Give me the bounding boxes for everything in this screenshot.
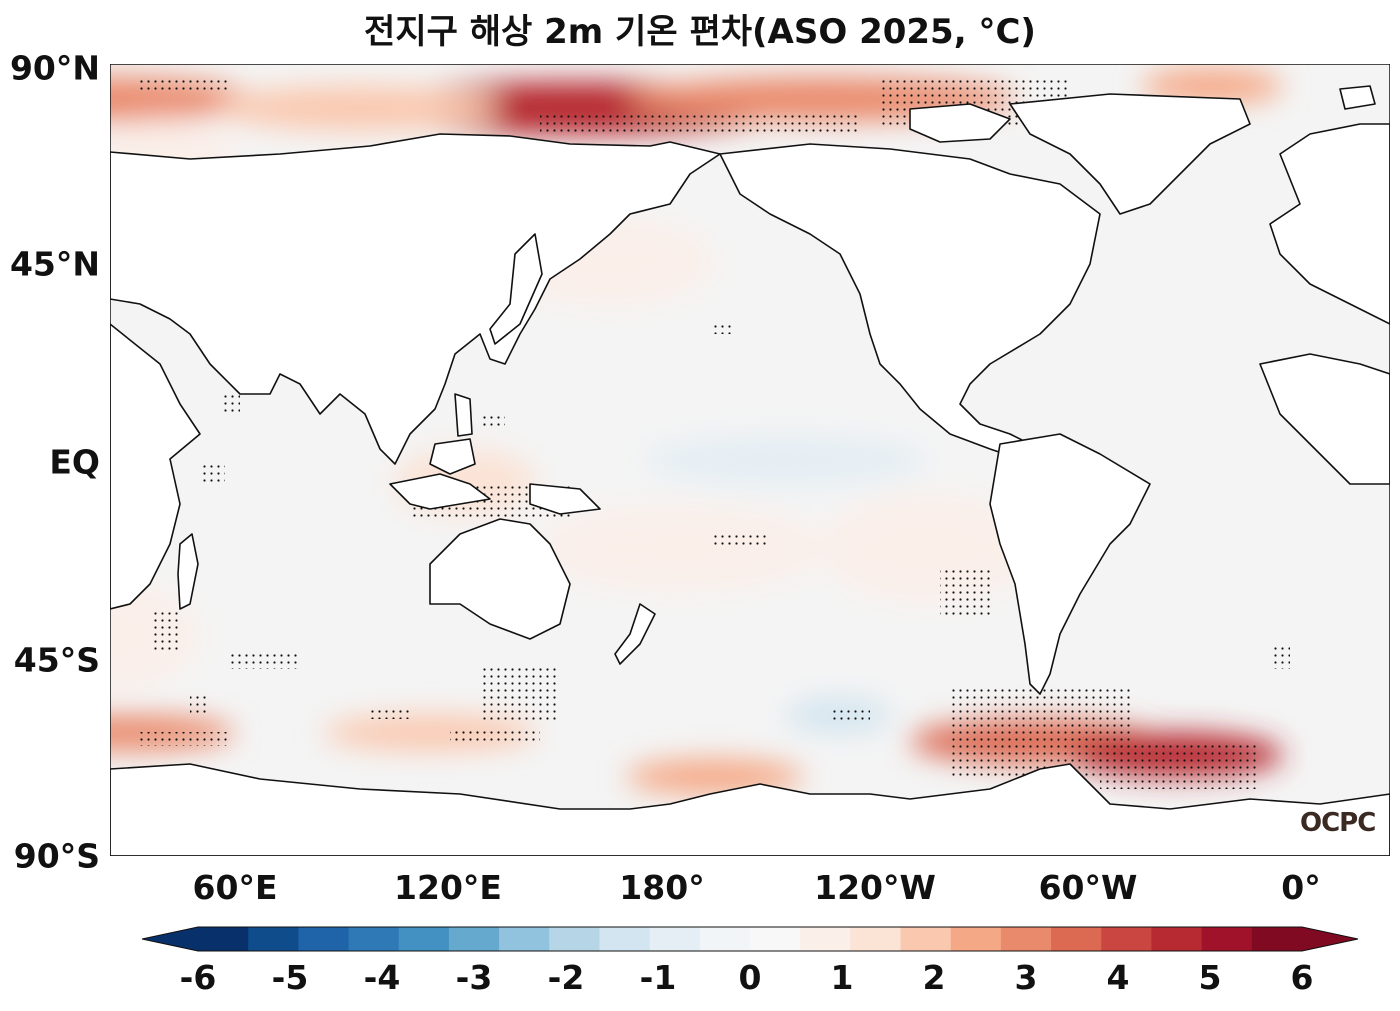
anomaly-patch: [216, 86, 502, 130]
colorbar-segment: [198, 927, 249, 951]
colorbar-label: -1: [639, 958, 677, 997]
lon-tick: 180°: [619, 868, 705, 907]
map-title: 전지구 해상 2m 기온 편차(ASO 2025, °C): [364, 12, 1036, 52]
madagascar: [177, 533, 199, 610]
ocpc-logo: OCPC: [1300, 808, 1376, 838]
colorbar-label: -5: [271, 958, 309, 997]
colorbar: [140, 925, 1360, 959]
colorbar-segment: [448, 927, 500, 951]
west-africa-landmass: [1259, 353, 1390, 485]
colorbar-segment: [599, 927, 651, 951]
new-zealand: [614, 603, 656, 665]
colorbar-extend-high: [1302, 927, 1358, 951]
colorbar-label: 1: [830, 958, 854, 997]
anomaly-patch: [536, 504, 822, 592]
colorbar-label: -3: [455, 958, 493, 997]
europe-west-landmass: [1269, 123, 1390, 325]
lat-tick: EQ: [49, 442, 100, 482]
canadian-archipelago: [909, 103, 1011, 143]
lon-tick: 0°: [1281, 868, 1321, 907]
lon-tick: 60°E: [192, 868, 278, 907]
colorbar-label: -2: [547, 958, 585, 997]
colorbar-extend-low: [142, 927, 198, 951]
south-america-landmass: [989, 433, 1151, 695]
borneo: [429, 438, 476, 475]
svalbard: [1339, 85, 1376, 110]
colorbar-segment: [850, 927, 902, 951]
colorbar-label: -6: [179, 958, 217, 997]
anomaly-map: [110, 64, 1390, 856]
colorbar-segment: [900, 927, 952, 951]
significance-stippling: [140, 80, 1290, 789]
colorbar-segment: [398, 927, 450, 951]
colorbar-label: 6: [1290, 958, 1314, 997]
colorbar-segment: [248, 927, 299, 951]
new-guinea: [529, 483, 601, 515]
maritime-continent: [389, 473, 491, 510]
antarctica-landmass: [110, 763, 1390, 856]
colorbar-segment: [1051, 927, 1102, 951]
colorbar-segment: [750, 927, 801, 951]
colorbar-segment: [649, 927, 701, 951]
colorbar-segment: [800, 927, 851, 951]
colorbar-segment: [699, 927, 751, 951]
north-america-landmass: [719, 143, 1101, 460]
greenland: [1009, 93, 1251, 215]
australia-landmass: [429, 518, 571, 640]
colorbar-segment: [1201, 927, 1253, 951]
philippines: [454, 393, 473, 437]
colorbar-segment: [348, 927, 400, 951]
colorbar-segment: [1101, 927, 1152, 951]
lon-tick: 120°E: [394, 868, 502, 907]
colorbar-label: 0: [738, 958, 762, 997]
colorbar-outline: [141, 926, 1359, 952]
lon-tick: 120°W: [814, 868, 936, 907]
japan: [489, 233, 543, 345]
colorbar-label: -4: [363, 958, 401, 997]
anomaly-patch: [643, 433, 928, 487]
colorbar-segment: [1000, 927, 1052, 951]
colorbar-label: 5: [1198, 958, 1222, 997]
lon-tick: 60°W: [1038, 868, 1138, 907]
africa-landmass: [110, 323, 201, 610]
colorbar-segment: [499, 927, 550, 951]
colorbar-segment: [950, 927, 1002, 951]
lat-tick: 45°S: [13, 640, 100, 680]
lat-tick: 90°N: [9, 48, 100, 88]
colorbar-segment: [298, 927, 350, 951]
colorbar-label: 4: [1106, 958, 1130, 997]
colorbar-label: 2: [922, 958, 946, 997]
lat-tick: 90°S: [13, 836, 100, 876]
eurasia-landmass: [110, 133, 721, 465]
colorbar-segment: [1251, 927, 1303, 951]
lat-tick: 45°N: [9, 244, 100, 284]
colorbar-label: 3: [1014, 958, 1038, 997]
colorbar-segment: [1151, 927, 1203, 951]
colorbar-segment: [549, 927, 600, 951]
landmasses: [110, 85, 1390, 856]
anomaly-patch: [1141, 68, 1284, 104]
